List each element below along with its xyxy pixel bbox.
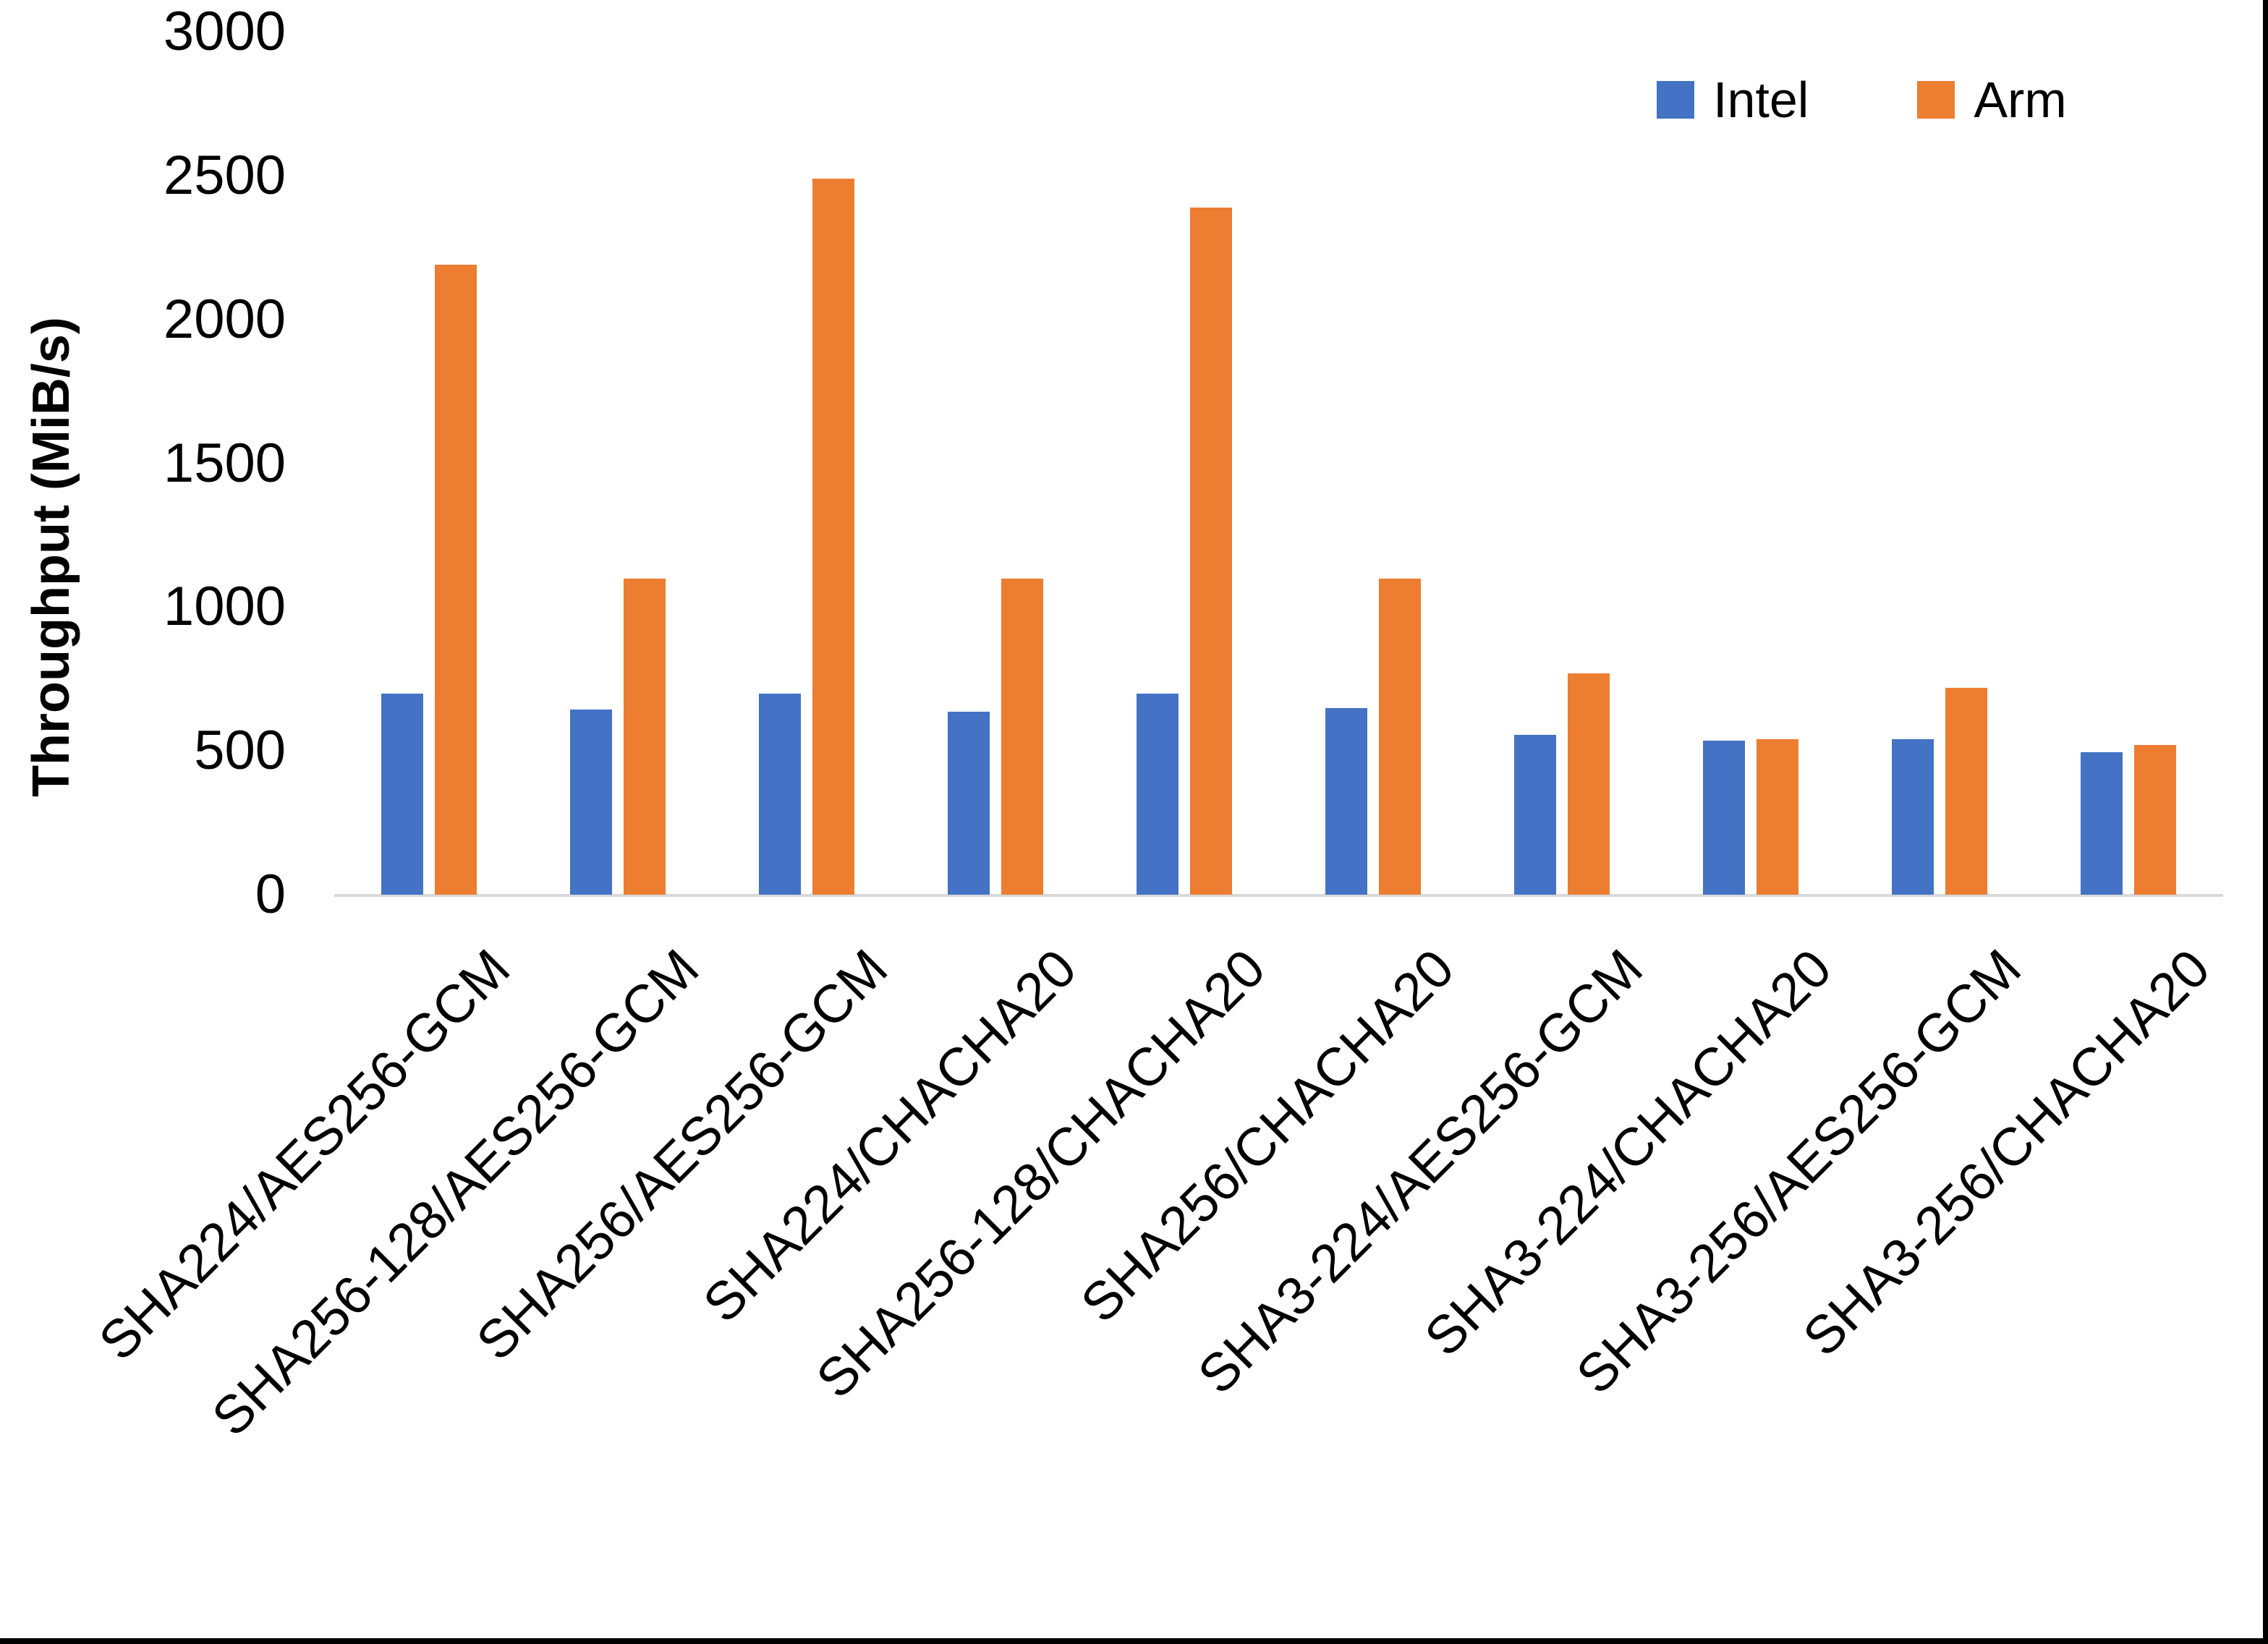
legend: Intel Arm <box>1657 71 2067 129</box>
y-tick-label: 3000 <box>163 1 286 62</box>
y-tick-label: 1000 <box>163 576 286 638</box>
x-axis-baseline <box>334 894 2223 897</box>
y-tick-label: 2500 <box>163 144 286 206</box>
x-category-label-3: SHA224/CHACHA20 <box>691 937 1088 1334</box>
bar-arm-2 <box>812 178 854 895</box>
bar-intel-2 <box>758 693 801 895</box>
bar-intel-1 <box>569 709 612 895</box>
x-category-label-5: SHA256/CHACHA20 <box>1069 937 1466 1334</box>
figure-bottom-border <box>0 1638 2268 1644</box>
bar-intel-8 <box>1892 739 1934 895</box>
bar-intel-0 <box>381 693 423 895</box>
figure-right-border <box>2263 0 2268 1644</box>
y-tick-label: 500 <box>194 720 286 782</box>
legend-label-arm: Arm <box>1974 72 2067 128</box>
bar-arm-7 <box>1757 739 1799 895</box>
bar-arm-6 <box>1568 673 1610 895</box>
bar-arm-8 <box>1945 687 1988 895</box>
bar-intel-6 <box>1514 735 1557 895</box>
bar-arm-9 <box>2134 745 2177 895</box>
legend-swatch-intel <box>1657 81 1694 119</box>
bar-arm-4 <box>1189 207 1232 895</box>
legend-label-intel: Intel <box>1713 72 1809 128</box>
y-tick-label: 2000 <box>163 288 286 350</box>
bar-intel-9 <box>2081 752 2123 895</box>
bar-intel-3 <box>947 712 990 895</box>
bar-intel-7 <box>1703 741 1746 895</box>
bar-arm-0 <box>434 265 477 895</box>
y-tick-label: 1500 <box>163 432 286 494</box>
y-tick-label: 0 <box>255 864 286 925</box>
bar-arm-3 <box>1001 578 1043 895</box>
bar-arm-5 <box>1379 578 1422 895</box>
bar-intel-4 <box>1136 693 1178 895</box>
legend-swatch-arm <box>1917 81 1955 119</box>
bar-intel-5 <box>1325 707 1368 895</box>
legend-entry-intel: Intel <box>1657 71 1809 129</box>
bar-arm-1 <box>623 578 666 895</box>
legend-entry-arm: Arm <box>1917 71 2067 129</box>
